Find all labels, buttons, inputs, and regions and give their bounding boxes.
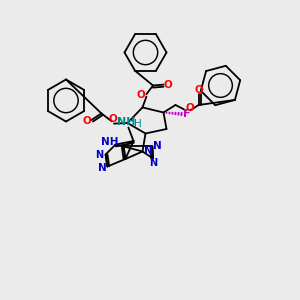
Text: O: O bbox=[136, 90, 146, 100]
Text: N: N bbox=[149, 158, 157, 168]
Text: O: O bbox=[163, 80, 172, 90]
Text: N: N bbox=[95, 149, 104, 160]
Text: O: O bbox=[185, 103, 194, 113]
Text: NH: NH bbox=[101, 137, 118, 147]
Text: N: N bbox=[153, 141, 162, 152]
Text: N: N bbox=[143, 146, 152, 157]
Text: NH: NH bbox=[117, 117, 135, 127]
Text: O: O bbox=[108, 114, 117, 124]
Text: O: O bbox=[82, 116, 91, 127]
Text: F: F bbox=[183, 109, 191, 119]
Text: H: H bbox=[134, 119, 141, 129]
Text: N: N bbox=[98, 163, 106, 173]
Text: O: O bbox=[194, 85, 203, 95]
